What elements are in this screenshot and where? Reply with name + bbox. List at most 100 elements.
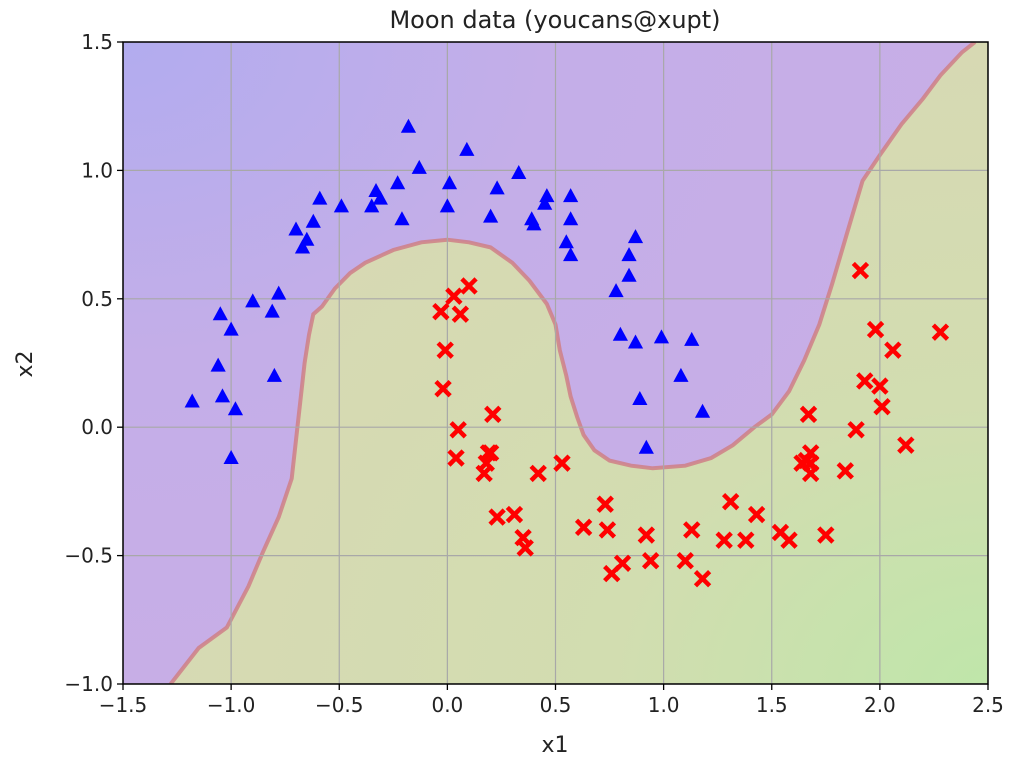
class0-point	[266, 367, 282, 382]
class0-point	[537, 195, 553, 210]
class1-point	[460, 277, 478, 295]
class1-region	[170, 42, 988, 684]
class0-point	[539, 188, 555, 203]
class0-point	[333, 198, 350, 213]
class0-point	[312, 190, 328, 205]
class1-point	[693, 570, 712, 588]
class1-point	[488, 508, 506, 526]
class0-point	[245, 293, 261, 308]
class0-point	[563, 188, 579, 203]
y-tick-label: 1.0	[81, 158, 113, 182]
class0-point	[271, 285, 287, 300]
class0-point	[627, 229, 644, 244]
class0-point	[364, 198, 380, 213]
class0-point	[684, 331, 700, 346]
y-tick-label: −1.0	[64, 672, 113, 696]
class1-point	[505, 505, 524, 524]
class0-point	[483, 208, 499, 223]
x-tick-label: 2.5	[972, 693, 1004, 717]
class0-point	[558, 234, 574, 249]
class0-point	[608, 283, 624, 298]
class1-point	[637, 526, 656, 544]
class0-point	[223, 321, 239, 336]
plot-area	[123, 42, 988, 684]
class0-point	[439, 198, 455, 213]
y-tick-label: 0.0	[81, 415, 113, 439]
class0-point	[563, 247, 579, 262]
class0-point	[411, 159, 427, 174]
y-tick-label: −0.5	[64, 544, 113, 568]
class1-point	[445, 287, 463, 305]
class1-point	[529, 464, 547, 483]
class0-point	[372, 190, 388, 205]
x-tick-label: −0.5	[315, 693, 364, 717]
class1-point	[817, 526, 835, 544]
y-tick-label: 1.5	[81, 30, 113, 54]
class1-point	[436, 341, 454, 359]
class0-point	[694, 403, 711, 418]
class0-point	[390, 175, 406, 190]
x-tick-label: −1.5	[99, 693, 148, 717]
class1-point	[451, 305, 470, 323]
class1-point	[596, 495, 614, 513]
class1-point	[484, 405, 502, 424]
class1-point	[434, 379, 452, 398]
class1-point	[574, 518, 593, 537]
class0-point	[612, 326, 628, 341]
class0-point	[489, 180, 505, 195]
x-tick-label: 1.5	[756, 693, 788, 717]
class1-point	[931, 323, 950, 341]
class1-point	[801, 464, 820, 483]
class0-point	[673, 367, 689, 382]
chart-title: Moon data (youcans@xupt)	[389, 6, 720, 34]
class0-point	[627, 334, 644, 349]
x-tick-label: 1.0	[648, 693, 680, 717]
class1-point	[613, 554, 632, 572]
x-tick-label: 0.0	[431, 693, 463, 717]
class0-point	[621, 267, 637, 282]
class1-point	[447, 449, 465, 467]
class0-point	[214, 388, 231, 403]
decision-boundary	[169, 42, 977, 684]
class0-point	[621, 247, 637, 262]
class0-point	[288, 221, 304, 236]
class0-point	[526, 216, 542, 231]
class0-point	[210, 357, 226, 372]
class0-point	[299, 231, 315, 246]
class1-point	[553, 454, 571, 472]
class1-point	[780, 531, 798, 549]
class0-point	[394, 211, 410, 226]
class1-point	[836, 462, 854, 480]
x-tick-label: 0.5	[540, 693, 572, 717]
class1-point	[481, 444, 500, 462]
class1-point	[851, 261, 870, 280]
class1-point	[866, 320, 885, 339]
class0-point	[441, 175, 458, 190]
class1-point	[873, 397, 891, 416]
class0-point	[227, 401, 244, 416]
class0-point	[632, 390, 648, 405]
class1-point	[884, 341, 902, 359]
y-axis-label: x2	[13, 350, 38, 377]
y-tick-label: 0.5	[81, 287, 113, 311]
class1-point	[598, 521, 617, 539]
class0-point	[638, 439, 654, 454]
class0-point	[400, 118, 417, 133]
x-tick-label: 2.0	[864, 693, 896, 717]
class0-point	[305, 213, 321, 228]
data-points	[184, 118, 950, 588]
class0-point	[212, 306, 228, 321]
class1-point	[676, 552, 694, 570]
class0-point	[294, 239, 311, 254]
class1-point	[683, 521, 701, 539]
class1-point	[516, 539, 534, 557]
class1-point	[871, 377, 889, 395]
class1-point	[641, 552, 660, 570]
class1-point	[715, 531, 733, 549]
class0-point	[184, 393, 200, 408]
class1-point	[856, 372, 874, 390]
class1-point	[847, 421, 865, 439]
class0-point	[511, 164, 527, 179]
grid-lines	[123, 42, 988, 684]
